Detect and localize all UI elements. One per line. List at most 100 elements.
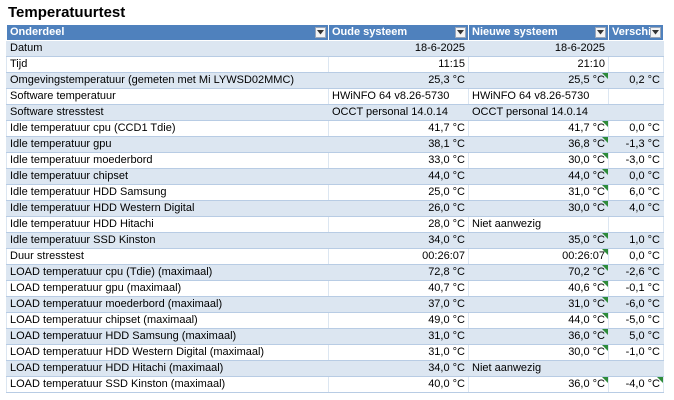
cell-nieuwe-systeem[interactable]: 36,0 °C [468, 376, 609, 393]
cell-oude-systeem[interactable]: 31,0 °C [328, 328, 469, 345]
cell-verschil[interactable] [608, 360, 664, 377]
cell-verschil[interactable]: -6,0 °C [608, 296, 664, 313]
cell-nieuwe-systeem[interactable]: 44,0 °C [468, 168, 609, 185]
cell-oude-systeem[interactable]: 28,0 °C [328, 216, 469, 233]
cell-onderdeel[interactable]: Duur stresstest [6, 248, 329, 265]
cell-verschil[interactable]: -0,1 °C [608, 280, 664, 297]
cell-onderdeel[interactable]: Idle temperatuur gpu [6, 136, 329, 153]
cell-onderdeel[interactable]: LOAD temperatuur cpu (Tdie) (maximaal) [6, 264, 329, 281]
cell-oude-systeem[interactable]: HWiNFO 64 v8.26-5730 [328, 88, 469, 105]
cell-nieuwe-systeem[interactable]: 31,0 °C [468, 296, 609, 313]
cell-verschil[interactable]: -2,6 °C [608, 264, 664, 281]
cell-oude-systeem[interactable]: 49,0 °C [328, 312, 469, 329]
cell-oude-systeem[interactable]: 34,0 °C [328, 360, 469, 377]
cell-oude-systeem[interactable]: 40,0 °C [328, 376, 469, 393]
cell-verschil[interactable]: 5,0 °C [608, 328, 664, 345]
cell-nieuwe-systeem[interactable]: 44,0 °C [468, 312, 609, 329]
cell-verschil[interactable] [608, 104, 664, 121]
cell-verschil[interactable]: 0,0 °C [608, 248, 664, 265]
column-header-oude-systeem[interactable]: Oude systeem [328, 24, 469, 41]
cell-oude-systeem[interactable]: 26,0 °C [328, 200, 469, 217]
table-row: Idle temperatuur cpu (CCD1 Tdie) 41,7 °C 4… [6, 120, 664, 137]
cell-onderdeel[interactable]: LOAD temperatuur HDD Hitachi (maximaal) [6, 360, 329, 377]
cell-oude-systeem[interactable]: 41,7 °C [328, 120, 469, 137]
cell-verschil[interactable]: -5,0 °C [608, 312, 664, 329]
cell-nieuwe-systeem[interactable]: 36,8 °C [468, 136, 609, 153]
cell-nieuwe-systeem[interactable]: 21:10 [468, 56, 609, 73]
cell-onderdeel[interactable]: Idle temperatuur HDD Samsung [6, 184, 329, 201]
cell-verschil[interactable]: 0,0 °C [608, 168, 664, 185]
cell-verschil[interactable] [608, 216, 664, 233]
cell-onderdeel[interactable]: Idle temperatuur HDD Hitachi [6, 216, 329, 233]
cell-onderdeel[interactable]: LOAD temperatuur chipset (maximaal) [6, 312, 329, 329]
filter-dropdown-icon[interactable] [315, 27, 326, 38]
cell-onderdeel[interactable]: LOAD temperatuur SSD Kinston (maximaal) [6, 376, 329, 393]
cell-oude-systeem[interactable]: 37,0 °C [328, 296, 469, 313]
cell-onderdeel[interactable]: Omgevingstemperatuur (gemeten met Mi LYW… [6, 72, 329, 89]
column-header-verschil[interactable]: Verschil [608, 24, 664, 41]
cell-nieuwe-systeem[interactable]: 31,0 °C [468, 184, 609, 201]
cell-nieuwe-systeem[interactable]: 36,0 °C [468, 328, 609, 345]
cell-onderdeel[interactable]: Idle temperatuur HDD Western Digital [6, 200, 329, 217]
filter-dropdown-icon[interactable] [650, 27, 661, 38]
cell-verschil[interactable]: -1,3 °C [608, 136, 664, 153]
cell-nieuwe-systeem[interactable]: 30,0 °C [468, 200, 609, 217]
cell-onderdeel[interactable]: Idle temperatuur SSD Kinston [6, 232, 329, 249]
cell-onderdeel[interactable]: Idle temperatuur chipset [6, 168, 329, 185]
cell-onderdeel[interactable]: Idle temperatuur cpu (CCD1 Tdie) [6, 120, 329, 137]
cell-oude-systeem[interactable]: 31,0 °C [328, 344, 469, 361]
cell-onderdeel[interactable]: LOAD temperatuur HDD Samsung (maximaal) [6, 328, 329, 345]
column-header-nieuwe-systeem[interactable]: Nieuwe systeem [468, 24, 609, 41]
cell-oude-systeem[interactable]: 34,0 °C [328, 232, 469, 249]
cell-nieuwe-systeem[interactable]: 70,2 °C [468, 264, 609, 281]
cell-onderdeel[interactable]: LOAD temperatuur moederbord (maximaal) [6, 296, 329, 313]
cell-verschil[interactable]: 6,0 °C [608, 184, 664, 201]
cell-oude-systeem[interactable]: 11:15 [328, 56, 469, 73]
cell-nieuwe-systeem[interactable]: Niet aanwezig [468, 360, 609, 377]
cell-verschil[interactable]: 4,0 °C [608, 200, 664, 217]
cell-nieuwe-systeem[interactable]: 41,7 °C [468, 120, 609, 137]
cell-nieuwe-systeem[interactable]: 18-6-2025 [468, 40, 609, 57]
cell-onderdeel[interactable]: LOAD temperatuur gpu (maximaal) [6, 280, 329, 297]
cell-verschil[interactable]: 0,0 °C [608, 120, 664, 137]
cell-nieuwe-systeem[interactable]: 30,0 °C [468, 152, 609, 169]
cell-verschil[interactable]: -1,0 °C [608, 344, 664, 361]
cell-nieuwe-systeem[interactable]: 00:26:07 [468, 248, 609, 265]
cell-verschil[interactable]: 1,0 °C [608, 232, 664, 249]
cell-oude-systeem[interactable]: 25,3 °C [328, 72, 469, 89]
cell-verschil[interactable]: -4,0 °C [608, 376, 664, 393]
cell-onderdeel[interactable]: Idle temperatuur moederbord [6, 152, 329, 169]
table-row: Datum 18-6-2025 18-6-2025 [6, 40, 664, 57]
cell-oude-systeem[interactable]: 00:26:07 [328, 248, 469, 265]
cell-onderdeel[interactable]: Software temperatuur [6, 88, 329, 105]
cell-nieuwe-systeem[interactable]: Niet aanwezig [468, 216, 609, 233]
cell-oude-systeem[interactable]: OCCT personal 14.0.14 [328, 104, 469, 121]
cell-nieuwe-systeem[interactable]: 30,0 °C [468, 344, 609, 361]
cell-nieuwe-systeem[interactable]: 35,0 °C [468, 232, 609, 249]
cell-verschil[interactable] [608, 40, 664, 57]
cell-onderdeel[interactable]: Software stresstest [6, 104, 329, 121]
temperature-table[interactable]: Onderdeel Oude systeem Nieuwe systeem Ve… [6, 24, 664, 393]
cell-oude-systeem[interactable]: 44,0 °C [328, 168, 469, 185]
cell-oude-systeem[interactable]: 25,0 °C [328, 184, 469, 201]
cell-nieuwe-systeem[interactable]: OCCT personal 14.0.14 [468, 104, 609, 121]
cell-nieuwe-systeem[interactable]: 40,6 °C [468, 280, 609, 297]
cell-oude-systeem[interactable]: 18-6-2025 [328, 40, 469, 57]
cell-oude-systeem[interactable]: 33,0 °C [328, 152, 469, 169]
cell-nieuwe-systeem[interactable]: 25,5 °C [468, 72, 609, 89]
cell-onderdeel[interactable]: Datum [6, 40, 329, 57]
cell-nieuwe-systeem[interactable]: HWiNFO 64 v8.26-5730 [468, 88, 609, 105]
table-row: Software temperatuur HWiNFO 64 v8.26-5730… [6, 88, 664, 105]
filter-dropdown-icon[interactable] [455, 27, 466, 38]
cell-verschil[interactable]: -3,0 °C [608, 152, 664, 169]
cell-verschil[interactable]: 0,2 °C [608, 72, 664, 89]
cell-oude-systeem[interactable]: 38,1 °C [328, 136, 469, 153]
cell-oude-systeem[interactable]: 40,7 °C [328, 280, 469, 297]
cell-onderdeel[interactable]: LOAD temperatuur HDD Western Digital (ma… [6, 344, 329, 361]
cell-verschil[interactable] [608, 88, 664, 105]
filter-dropdown-icon[interactable] [595, 27, 606, 38]
cell-oude-systeem[interactable]: 72,8 °C [328, 264, 469, 281]
column-header-onderdeel[interactable]: Onderdeel [6, 24, 329, 41]
cell-onderdeel[interactable]: Tijd [6, 56, 329, 73]
cell-verschil[interactable] [608, 56, 664, 73]
